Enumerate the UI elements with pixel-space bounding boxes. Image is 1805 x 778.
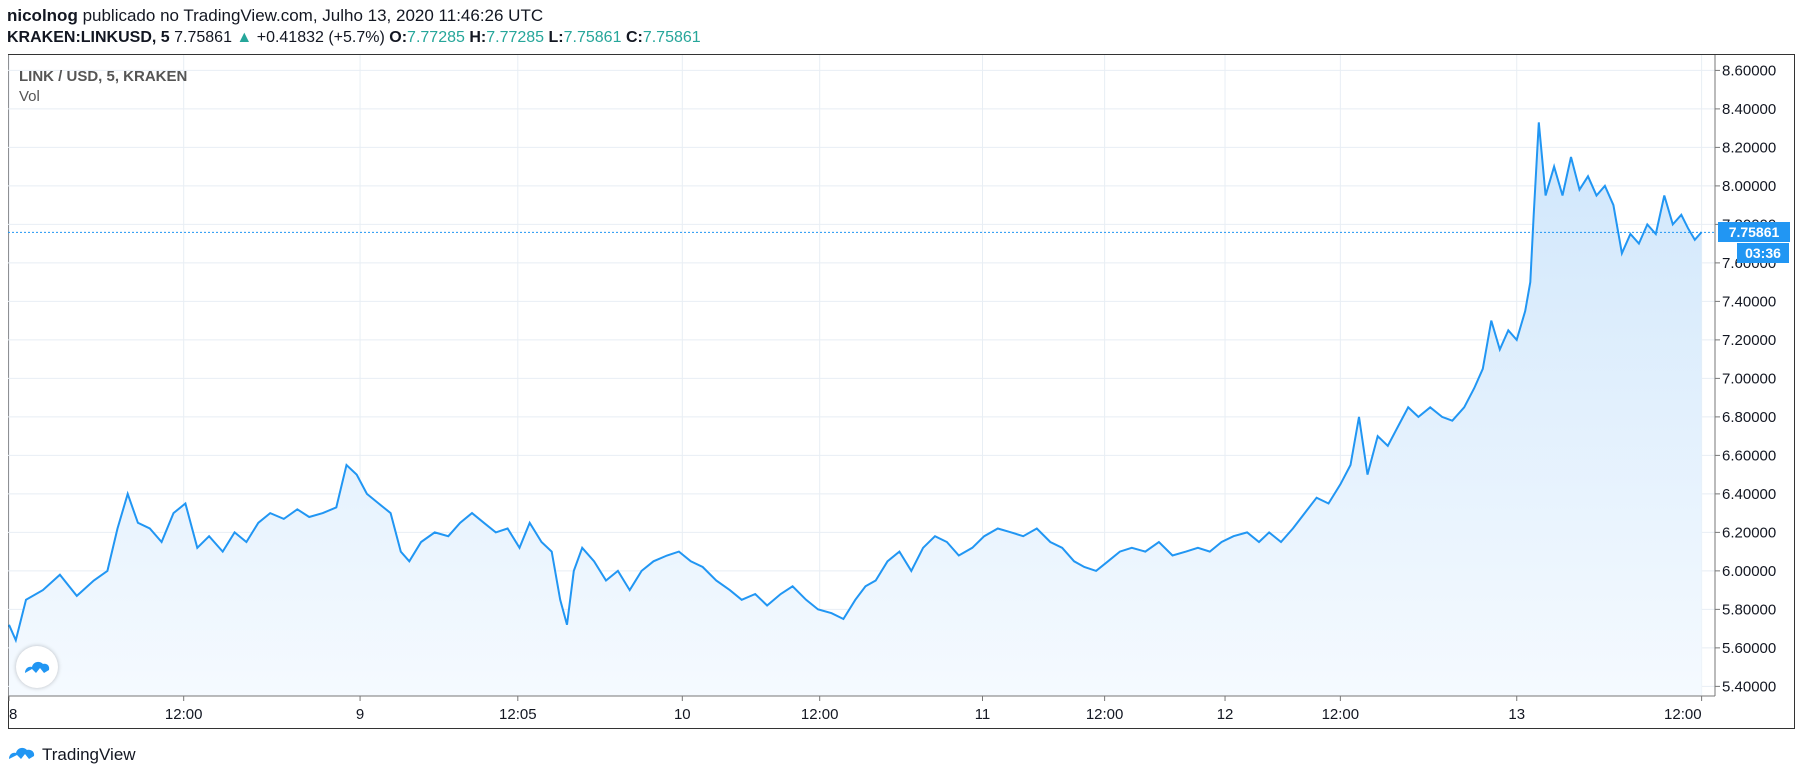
price-line — [8, 122, 1703, 644]
price-axis-label: 6.00000 — [1722, 563, 1776, 580]
price-area — [9, 122, 1702, 696]
price-axis-label: 6.80000 — [1722, 409, 1776, 426]
price-axis-label: 5.80000 — [1722, 601, 1776, 618]
price-axis-label: 6.40000 — [1722, 486, 1776, 503]
change-value: +0.41832 (+5.7%) — [256, 29, 385, 46]
chart-legend-title: LINK / USD, 5, KRAKEN — [19, 68, 188, 85]
price-axis-label: 7.20000 — [1722, 332, 1776, 349]
time-axis-label: 13 — [1508, 706, 1525, 723]
time-axis-label: 12:05 — [499, 706, 537, 723]
low-value: 7.75861 — [563, 29, 622, 46]
volume-legend: Vol — [19, 88, 40, 105]
high-label: H: — [469, 29, 487, 46]
ohlc-header: KRAKEN:LINKUSD, 5 7.75861 ▲ +0.41832 (+5… — [7, 29, 701, 47]
close-value: 7.75861 — [642, 29, 701, 46]
open-label: O: — [389, 29, 408, 46]
last-price: 7.75861 — [174, 29, 232, 46]
time-axis-label: 12:00 — [1664, 706, 1702, 723]
last-price-tag: 7.75861 — [1718, 222, 1790, 243]
open-value: 7.77285 — [407, 29, 465, 46]
price-axis-label: 6.60000 — [1722, 447, 1776, 464]
countdown-tag: 03:36 — [1737, 243, 1789, 264]
price-axis-label: 7.00000 — [1722, 370, 1776, 387]
change-arrow-icon: ▲ — [236, 29, 253, 46]
published-text: publicado no TradingView.com, Julho 13, … — [82, 6, 544, 25]
price-axis-label: 7.40000 — [1722, 293, 1776, 310]
time-axis-label: 10 — [674, 706, 691, 723]
time-axis-label: 11 — [975, 706, 991, 723]
footer-brand-label: TradingView — [42, 745, 136, 764]
time-axis-label: 12 — [1217, 706, 1234, 723]
tradingview-logo-button[interactable] — [16, 646, 58, 688]
low-label: L: — [548, 29, 564, 46]
price-axis-label: 8.20000 — [1722, 139, 1776, 156]
symbol-label: KRAKEN:LINKUSD, 5 — [7, 29, 170, 46]
time-axis-label: 12:00 — [165, 706, 203, 723]
high-value: 7.77285 — [486, 29, 545, 46]
author-name: nicolnog — [7, 6, 78, 25]
price-axis-label: 8.60000 — [1722, 62, 1776, 79]
cloud-logo-icon — [25, 661, 50, 673]
publish-info: nicolnog publicado no TradingView.com, J… — [7, 6, 543, 26]
price-axis-label: 8.40000 — [1722, 101, 1776, 118]
price-axis-label: 6.20000 — [1722, 524, 1776, 541]
time-axis-label: 12:00 — [801, 706, 839, 723]
tradingview-logo-icon — [9, 747, 35, 759]
time-axis-label: 12:00 — [1086, 706, 1124, 723]
close-label: C: — [625, 29, 643, 46]
footer-brand[interactable]: TradingView — [8, 743, 136, 768]
time-axis-label: 12:00 — [1322, 706, 1360, 723]
price-axis-label: 5.40000 — [1722, 678, 1776, 695]
price-axis-label: 5.60000 — [1722, 640, 1776, 657]
price-axis-label: 8.00000 — [1722, 178, 1776, 195]
time-axis-label: 8 — [9, 706, 17, 723]
time-axis-label: 9 — [356, 706, 364, 723]
